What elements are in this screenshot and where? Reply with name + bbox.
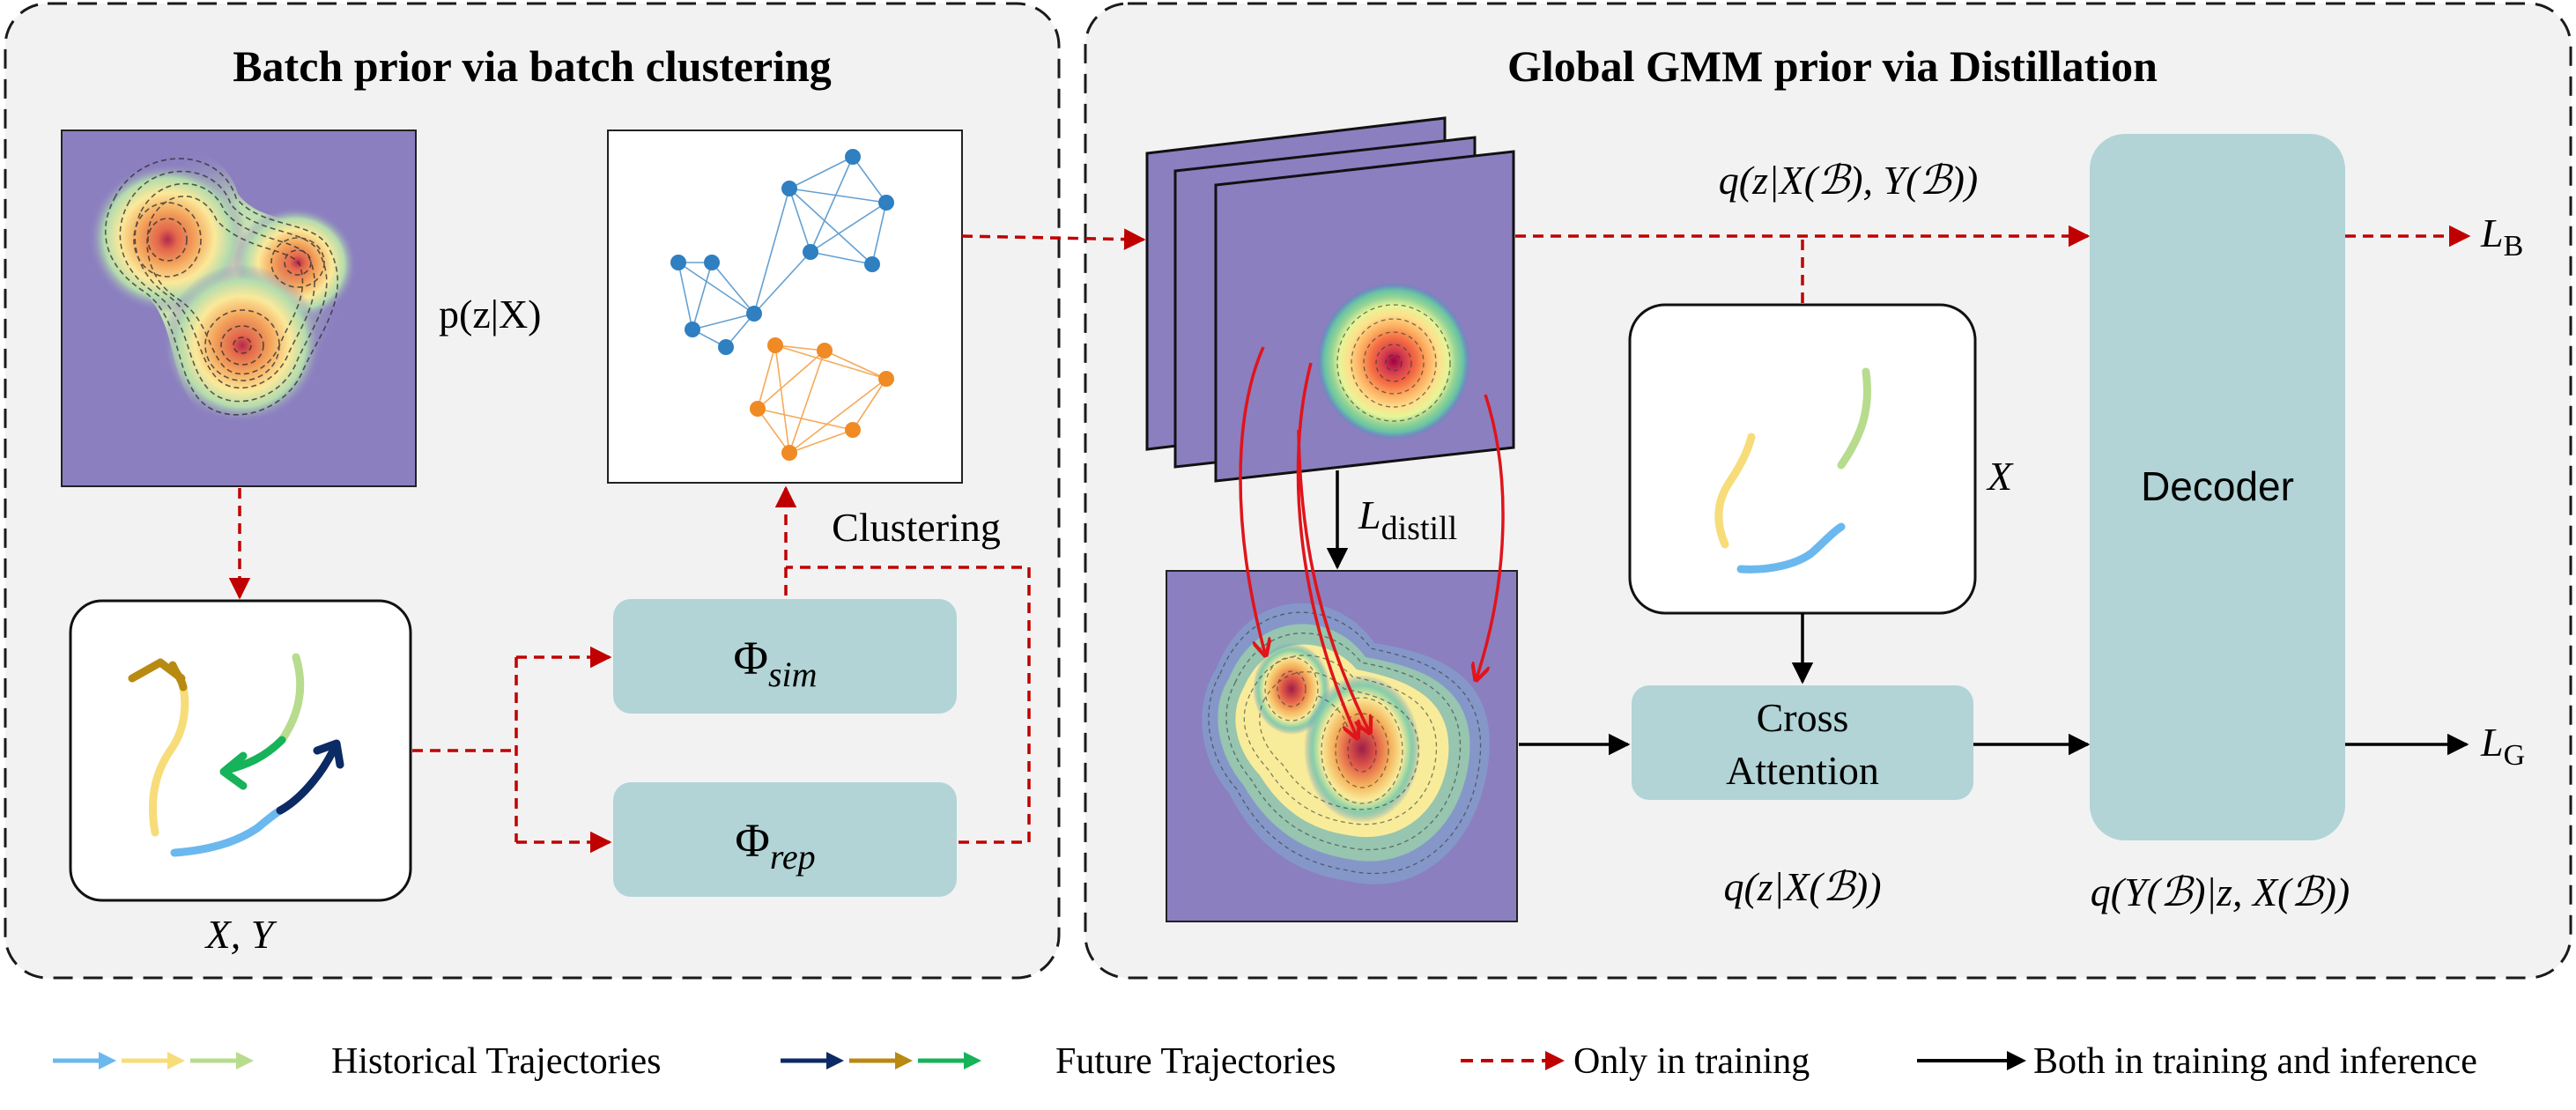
clustering-label: Clustering [832,505,1001,550]
decoder-block [2090,134,2345,840]
legend-training-only: Only in training [1573,1041,1810,1082]
traj-label: X, Y [204,912,278,957]
cross-attention-block [1632,685,1973,800]
left-panel-title: Batch prior via batch clustering [233,41,832,91]
phi-sim-label: Φsim [733,632,817,694]
arrow-scatter-to-batch [961,228,1146,250]
trajectory-box [69,599,412,902]
q-prior-label: q(z|X(ℬ)) [1723,864,1881,909]
phi-rep-label: Φrep [735,814,815,877]
right-dashed-connectors [1515,225,2471,303]
clustering-scatter [607,130,963,484]
left-dashed-connectors [412,485,1031,854]
phi-sim-block [613,599,957,714]
legend-future: Future Trajectories [1055,1041,1336,1082]
loss-g-label: LG [2480,720,2525,772]
batch-prior-stack [1145,116,1515,483]
q-batch-label: q(z|X(ℬ), Y(ℬ)) [1719,158,1978,203]
global-gmm-plot [1166,570,1518,922]
x-label: X [1986,454,2014,499]
x-input-box [1628,303,1977,615]
legend-future-arrows [781,1052,981,1069]
cross-attention-line1: Cross [1757,695,1849,740]
decoder-label: Decoder [2141,463,2294,509]
l-distill-label: Ldistill [1358,492,1457,547]
cross-attention-line2: Attention [1726,748,1879,793]
legend: Historical Trajectories Future Trajector… [53,1041,2477,1082]
q-decoder-label: q(Y(ℬ)|z, X(ℬ)) [2091,870,2350,914]
density-label: p(z|X) [439,292,541,337]
legend-historical: Historical Trajectories [331,1041,661,1082]
right-panel-title: Global GMM prior via Distillation [1507,41,2158,91]
distill-curves [1239,346,1505,736]
legend-historical-arrows [53,1052,254,1069]
batch-density-plot [61,130,417,487]
legend-both: Both in training and inference [2033,1041,2477,1082]
phi-rep-block [613,782,957,897]
loss-b-label: LB [2480,211,2523,263]
